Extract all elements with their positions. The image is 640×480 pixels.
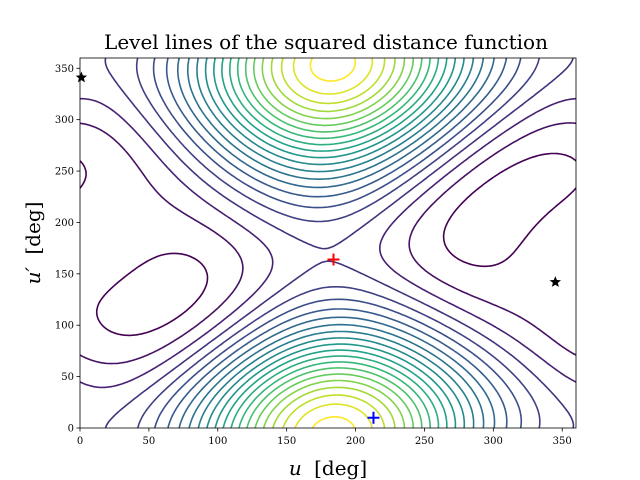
contour-lines [80, 58, 576, 428]
contour-level [270, 58, 396, 428]
chart-title: Level lines of the squared distance func… [104, 30, 548, 54]
minimum-marker [367, 411, 380, 424]
contour-level [187, 58, 485, 428]
x-tick-label: 100 [208, 436, 227, 447]
plot-frame [79, 57, 577, 429]
contour-level [261, 58, 406, 428]
contour-level [213, 58, 457, 428]
y-axis-label: u′ [deg] [21, 202, 45, 285]
contour-level [80, 122, 576, 365]
contour-level [196, 58, 475, 428]
contour-level [221, 58, 448, 428]
y-tick-label: 250 [55, 167, 74, 178]
y-tick-label: 300 [55, 115, 74, 126]
markers [75, 71, 561, 424]
x-axis-ticks: 0 50 100 150 200 250 300 350 [77, 428, 572, 447]
x-tick-label: 250 [415, 436, 434, 447]
y-tick-label: 0 [68, 424, 74, 435]
y-tick-label: 100 [55, 321, 74, 332]
contour-level [177, 58, 496, 428]
contour-level [104, 58, 575, 428]
critical-point-1-marker [549, 276, 561, 287]
contour-level [292, 58, 374, 428]
contour-level [309, 58, 357, 428]
x-axis-symbol: u [289, 456, 302, 480]
contour-level [236, 58, 431, 428]
y-axis-symbol: u′ [21, 267, 45, 285]
y-tick-label: 200 [55, 218, 74, 229]
y-axis-ticks: 0 50 100 150 200 250 300 350 [55, 64, 80, 435]
x-tick-label: 200 [346, 436, 365, 447]
contour-level [280, 58, 386, 428]
contour-level [80, 152, 576, 337]
contour-level [204, 58, 466, 428]
x-tick-label: 150 [277, 436, 296, 447]
x-tick-label: 50 [143, 436, 156, 447]
contour-level [80, 97, 576, 389]
contour-level [165, 58, 508, 428]
x-axis-label: u [deg] [289, 456, 367, 480]
contour-level [244, 58, 423, 428]
x-tick-label: 350 [553, 436, 572, 447]
x-tick-label: 0 [77, 436, 83, 447]
contour-level [152, 58, 523, 428]
y-axis-unit: [deg] [21, 202, 45, 255]
x-axis-unit: [deg] [314, 456, 367, 480]
y-tick-label: 50 [61, 372, 74, 383]
x-tick-label: 300 [484, 436, 503, 447]
y-tick-label: 150 [55, 269, 74, 280]
contour-level [229, 58, 440, 428]
critical-point-2-marker [75, 71, 88, 83]
maximum-marker [327, 253, 340, 266]
contour-level [253, 58, 415, 428]
y-tick-label: 350 [55, 64, 74, 75]
contour-level [135, 58, 541, 428]
